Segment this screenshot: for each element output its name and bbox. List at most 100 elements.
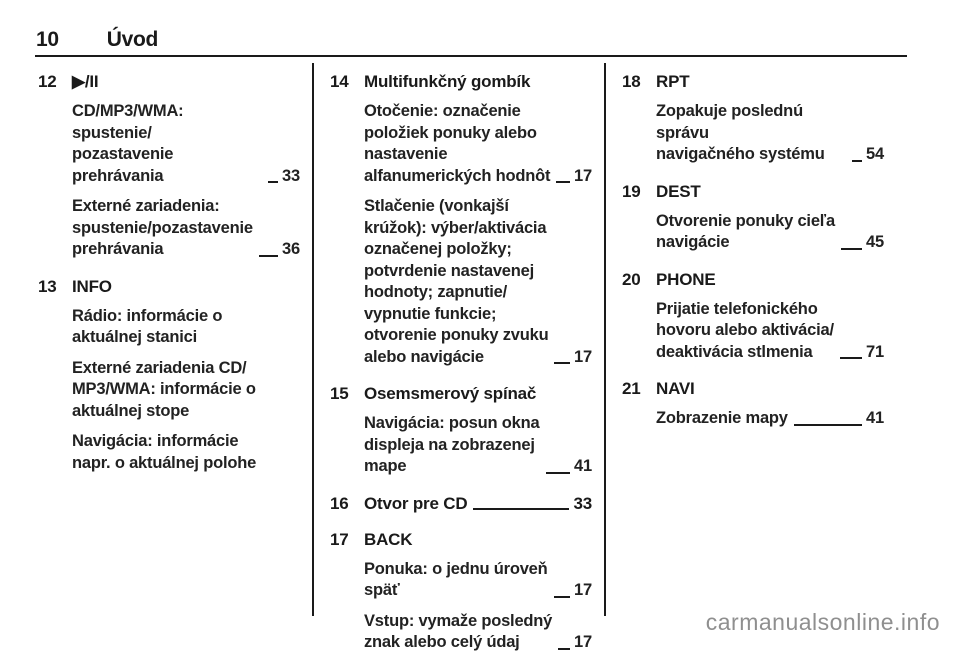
play-pause-icon: ▶/II (72, 72, 99, 91)
toc-item-title-row: 19 DEST (622, 181, 884, 202)
toc-entry-text: CD/MP3/WMA: spustenie/ pozastavenie preh… (72, 102, 184, 185)
target-page-number: 33 (282, 166, 300, 185)
target-page-number: 17 (574, 581, 592, 599)
toc-item: 21 NAVI Zobrazenie mapy 41 (622, 378, 884, 430)
toc-item: 13 INFO Rádio: informácie o aktuálnej st… (38, 276, 300, 475)
toc-item-title: DEST (656, 181, 701, 201)
toc-entry-text: Otočenie: označenie položiek ponuky aleb… (364, 102, 551, 185)
toc-entry: Vstup: vymaže posledný znak alebo celý ú… (364, 611, 592, 654)
toc-item-title: INFO (72, 276, 112, 296)
toc-item-title-row: 15 Osemsmerový spínač (330, 383, 592, 404)
toc-item-title-row: 14 Multifunkčný gombík (330, 71, 592, 92)
dot-leader (840, 247, 863, 250)
dot-leader (558, 647, 571, 650)
toc-item-title: Multifunkčný gombík (364, 72, 531, 91)
dot-leader (793, 423, 863, 426)
toc-entry-text: Stlačenie (vonkajší krúžok): výber/aktiv… (364, 197, 549, 366)
toc-item-number: 14 (330, 72, 349, 91)
toc-entry-text: Zobrazenie mapy (656, 409, 788, 427)
toc-item-number: 21 (622, 379, 641, 398)
toc-item-number: 18 (622, 72, 641, 91)
toc-entry-text: Prijatie telefonického hovoru alebo akti… (656, 299, 834, 361)
toc-column-3: 18 RPT Zopakuje poslednú správu navigačn… (622, 63, 884, 654)
toc-entry-text: Otvorenie ponuky cieľa navigácie (656, 211, 835, 252)
toc-item-number: 12 (38, 72, 57, 91)
toc-column-2: 14 Multifunkčný gombík Otočenie: označen… (330, 63, 592, 654)
dot-leader (545, 471, 571, 474)
toc-item: 17 BACK Ponuka: o jednu úroveň späť 17 V… (330, 529, 592, 654)
target-page-number: 17 (574, 633, 592, 651)
toc-item-title: PHONE (656, 269, 716, 289)
toc-entry: Externé zariadenia: spustenie/pozastaven… (72, 196, 300, 261)
toc-item-title: Otvor pre CD (364, 493, 468, 513)
toc-entry-text: Zopakuje poslednú správu navigačného sys… (656, 102, 825, 163)
target-page-number: 33 (573, 493, 592, 513)
toc-item-title: NAVI (656, 379, 695, 398)
toc-item-title-row: 18 RPT (622, 71, 884, 92)
toc-entry-text: Rádio: informácie o aktuálnej stanici (72, 306, 223, 347)
dot-leader (258, 254, 279, 257)
toc-item-title: Osemsmerový spínač (364, 384, 537, 403)
toc-item-number: 17 (330, 529, 349, 549)
target-page-number: 54 (866, 145, 884, 163)
toc-item-number: 19 (622, 181, 641, 201)
toc-item: 14 Multifunkčný gombík Otočenie: označen… (330, 71, 592, 368)
dot-leader (556, 181, 571, 183)
toc-column-1: 12 ▶/II CD/MP3/WMA: spustenie/ pozastave… (38, 63, 300, 654)
toc-entry: Stlačenie (vonkajší krúžok): výber/aktiv… (364, 196, 592, 368)
toc-item-title-row: 16 Otvor pre CD 33 (330, 493, 592, 514)
table-of-contents: 12 ▶/II CD/MP3/WMA: spustenie/ pozastave… (38, 63, 884, 654)
toc-entry-text: Externé zariadenia: spustenie/pozastaven… (72, 197, 253, 258)
toc-item-number: 16 (330, 493, 349, 513)
toc-entry: Zopakuje poslednú správu navigačného sys… (656, 101, 884, 166)
toc-entry: Zobrazenie mapy 41 (656, 408, 884, 430)
toc-item: 18 RPT Zopakuje poslednú správu navigačn… (622, 71, 884, 166)
toc-entry: Navigácia: posun okna displeja na zobraz… (364, 413, 592, 478)
toc-item-title: BACK (364, 529, 413, 549)
chapter-title: Úvod (106, 28, 159, 51)
toc-entry: Ponuka: o jednu úroveň späť 17 (364, 559, 592, 602)
dot-leader (553, 595, 571, 598)
column-divider (604, 63, 606, 616)
toc-item: 19 DEST Otvorenie ponuky cieľa navigácie… (622, 181, 884, 254)
toc-item: 20 PHONE Prijatie telefonického hovoru a… (622, 269, 884, 364)
column-divider (312, 63, 314, 616)
toc-entry: Prijatie telefonického hovoru alebo akti… (656, 299, 884, 364)
toc-item-title-row: 20 PHONE (622, 269, 884, 290)
page-number: 10 (36, 28, 59, 51)
dot-leader (852, 159, 863, 162)
toc-item-title-row: 13 INFO (38, 276, 300, 297)
toc-item-title-row: 21 NAVI (622, 378, 884, 399)
watermark: carmanualsonline.info (705, 609, 940, 635)
target-page-number: 41 (866, 409, 884, 427)
target-page-number: 17 (574, 347, 592, 366)
toc-entry-text: Externé zariadenia CD/ MP3/WMA: informác… (72, 358, 256, 420)
toc-entry: CD/MP3/WMA: spustenie/ pozastavenie preh… (72, 101, 300, 187)
target-page-number: 41 (574, 457, 592, 475)
toc-entry-text: Navigácia: informácie napr. o aktuálnej … (72, 432, 257, 472)
toc-item-number: 20 (622, 269, 641, 289)
target-page-number: 17 (574, 166, 592, 185)
toc-entry: Otvorenie ponuky cieľa navigácie 45 (656, 211, 884, 254)
header-rule (35, 55, 907, 57)
toc-entry: Navigácia: informácie napr. o aktuálnej … (72, 431, 300, 474)
toc-entry-text: Vstup: vymaže posledný znak alebo celý ú… (364, 611, 553, 652)
toc-item: 12 ▶/II CD/MP3/WMA: spustenie/ pozastave… (38, 71, 300, 261)
toc-entry: Externé zariadenia CD/ MP3/WMA: informác… (72, 358, 300, 423)
toc-item-title: RPT (656, 72, 690, 91)
toc-item: 16 Otvor pre CD 33 (330, 493, 592, 514)
target-page-number: 45 (866, 233, 884, 251)
toc-entry-text: Ponuka: o jednu úroveň späť (364, 559, 548, 600)
toc-entry: Otočenie: označenie položiek ponuky aleb… (364, 101, 592, 187)
dot-leader (554, 362, 571, 364)
dot-leader (473, 507, 570, 510)
toc-item: 15 Osemsmerový spínač Navigácia: posun o… (330, 383, 592, 478)
target-page-number: 71 (866, 342, 884, 361)
toc-item-title-row: 17 BACK (330, 529, 592, 550)
page-header: 10 Úvod (36, 28, 924, 52)
toc-item-number: 15 (330, 384, 349, 403)
toc-entry: Rádio: informácie o aktuálnej stanici (72, 306, 300, 349)
toc-item-title-row: 12 ▶/II (38, 71, 300, 92)
toc-item-number: 13 (38, 276, 57, 296)
target-page-number: 36 (282, 240, 300, 258)
